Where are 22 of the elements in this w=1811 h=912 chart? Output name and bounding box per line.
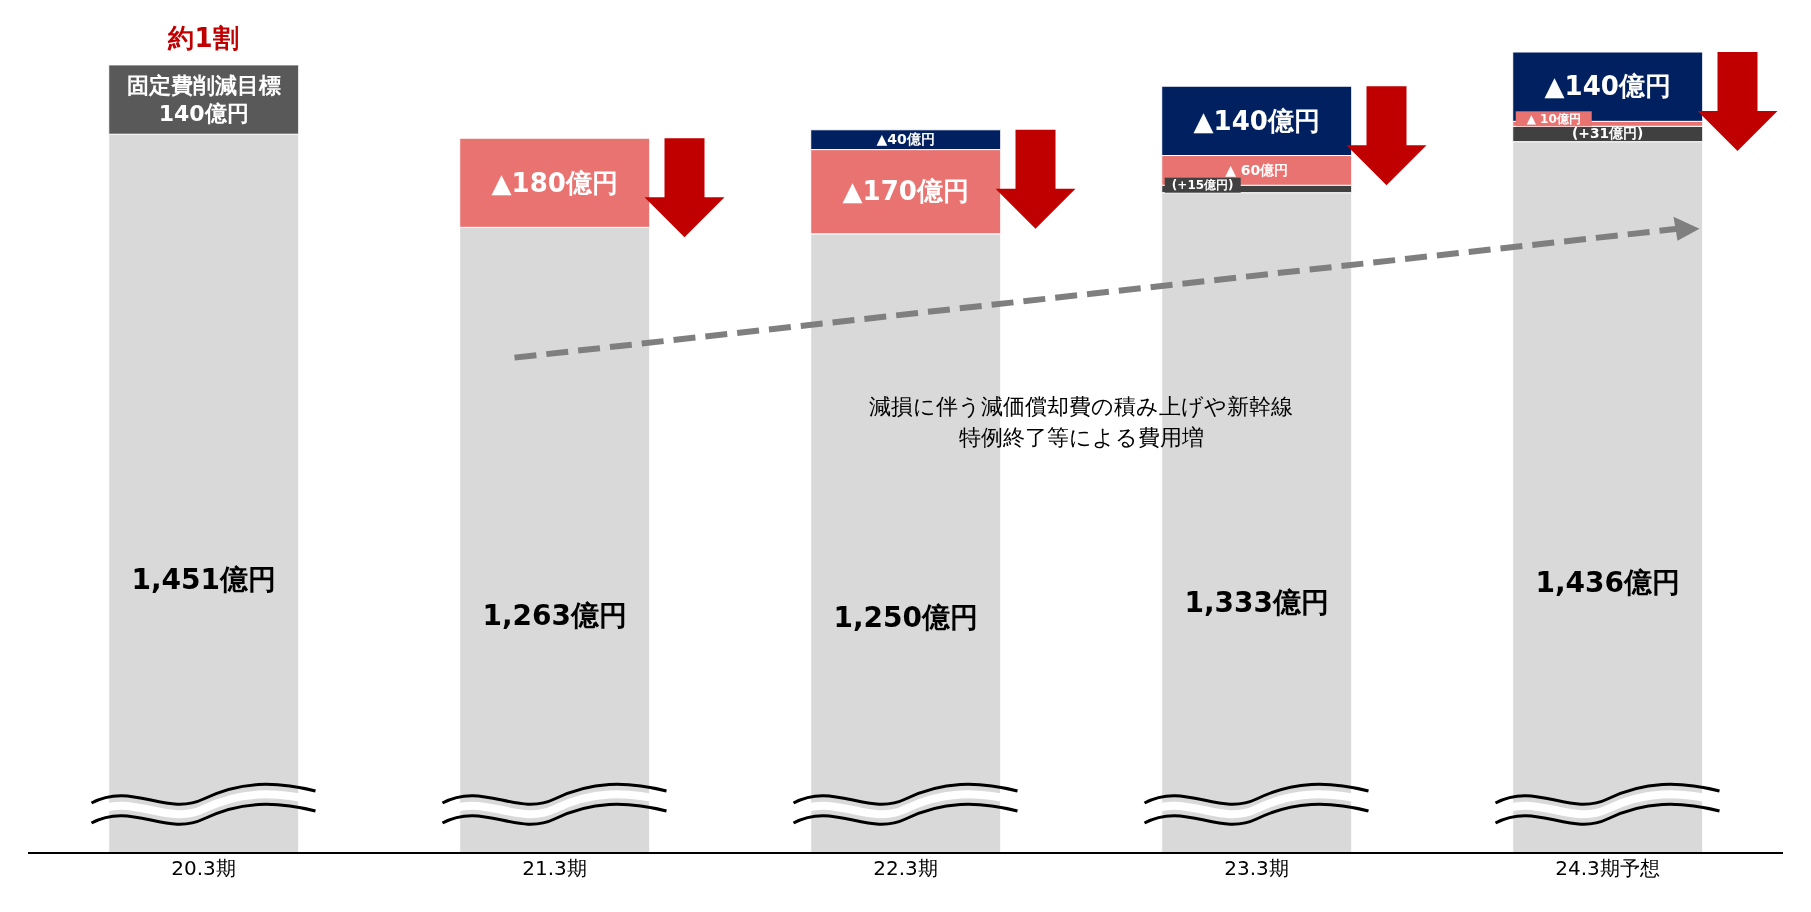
data-label: ▲40億円 bbox=[876, 130, 935, 147]
x-tick-label: 23.3期 bbox=[1224, 856, 1289, 881]
data-label: ▲140億円 bbox=[1544, 71, 1671, 102]
data-label: (+15億円) bbox=[1171, 178, 1234, 193]
data-label: ▲ 60億円 bbox=[1225, 161, 1289, 178]
data-label: 1,263億円 bbox=[481, 597, 628, 634]
data-label: 1,250億円 bbox=[832, 600, 979, 637]
x-tick-label: 21.3期 bbox=[522, 856, 587, 881]
data-label: 1,333億円 bbox=[1183, 584, 1330, 621]
x-tick-label: 22.3期 bbox=[873, 856, 938, 881]
data-label: ▲ 10億円 bbox=[1526, 111, 1581, 126]
annotation: 約1割 bbox=[167, 22, 239, 53]
x-tick-label: 24.3期予想 bbox=[1555, 856, 1660, 881]
annotation: 減損に伴う減価償却費の積み上げや新幹線特例終了等による費用増 bbox=[868, 393, 1294, 453]
x-tick-label: 20.3期 bbox=[171, 856, 236, 881]
data-label: 1,451億円 bbox=[130, 562, 277, 599]
data-label: (+31億円) bbox=[1572, 125, 1644, 142]
data-label: ▲140億円 bbox=[1192, 104, 1321, 138]
data-label: ▲180億円 bbox=[490, 166, 619, 200]
data-label: 1,436億円 bbox=[1534, 565, 1681, 602]
data-label: 固定費削減目標140億円 bbox=[125, 72, 282, 128]
data-label: ▲170億円 bbox=[841, 175, 970, 209]
